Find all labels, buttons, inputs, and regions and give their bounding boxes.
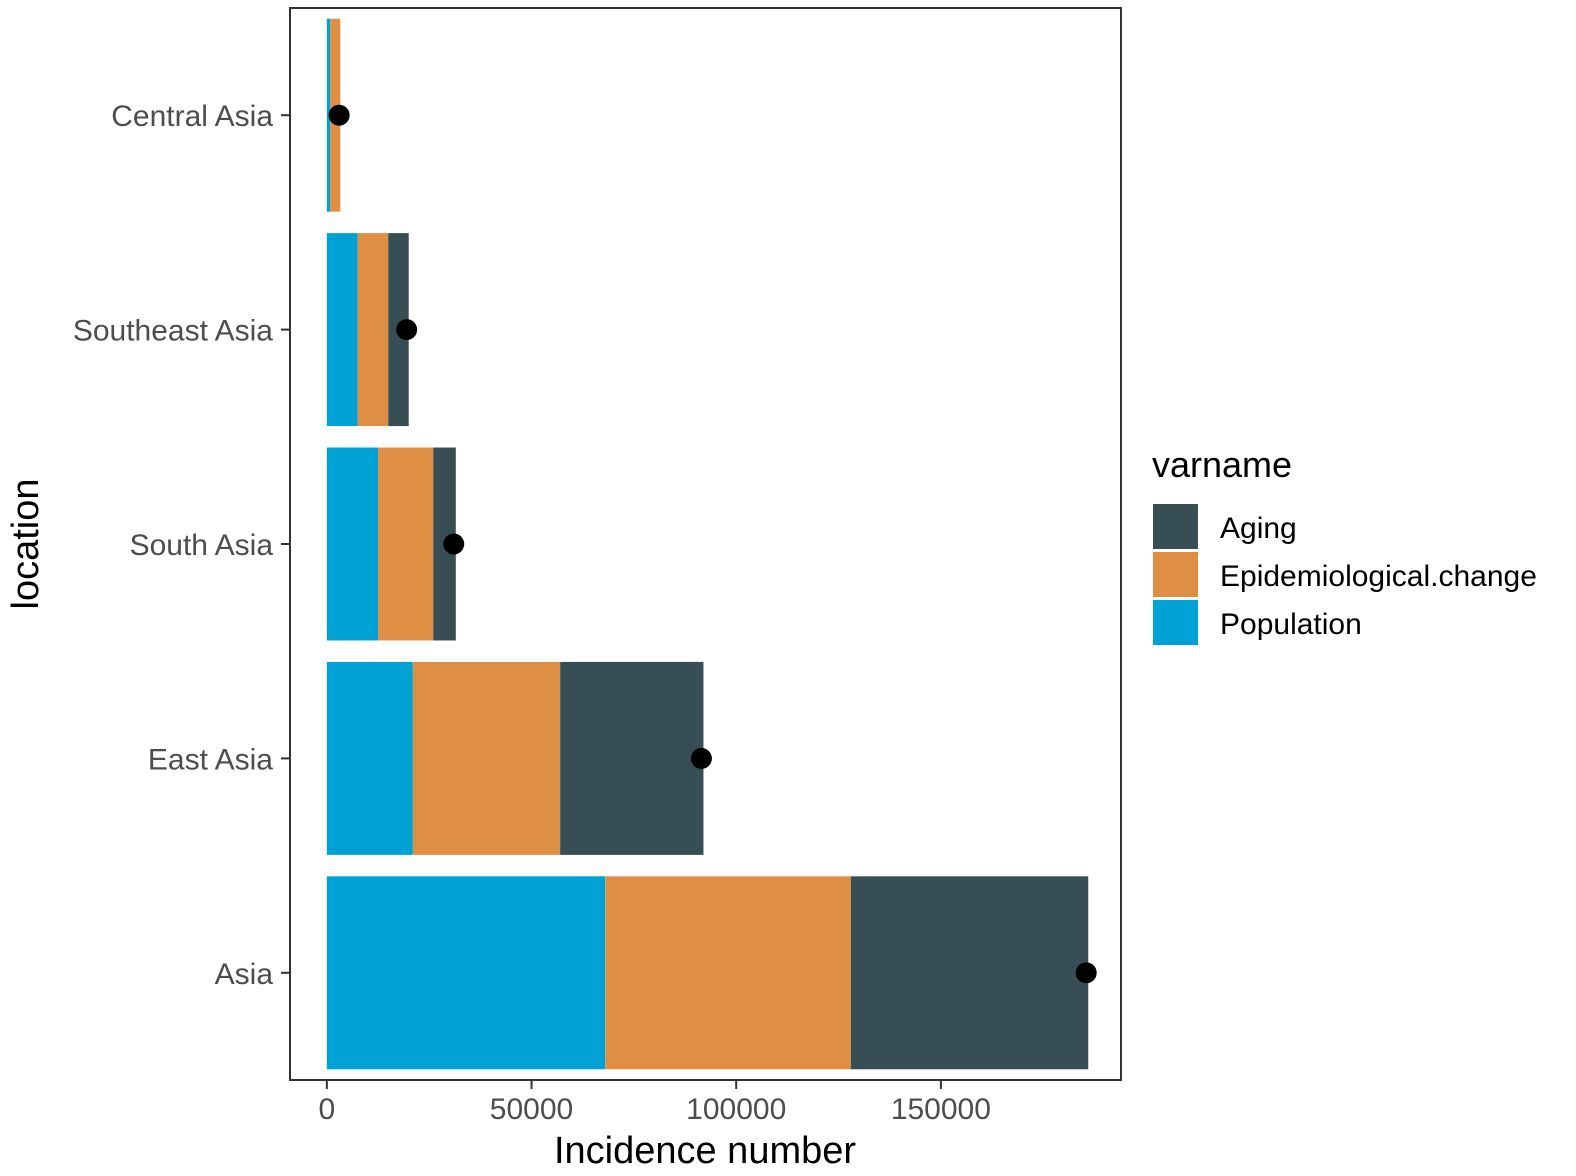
legend-label-epidemiological-change: Epidemiological.change	[1220, 560, 1537, 593]
legend-label-population: Population	[1220, 608, 1362, 641]
legend-key-population	[1153, 600, 1198, 645]
legend-title: varname	[1152, 444, 1292, 485]
x-tick-label: 0	[318, 1093, 335, 1126]
x-axis: 0 50000 100000 150000	[318, 1080, 991, 1126]
net-change-point-east-asia	[690, 747, 712, 769]
legend: varname Aging Epidemiological.change Popul…	[1152, 444, 1537, 645]
x-tick-label: 100000	[686, 1093, 786, 1126]
y-axis: Central Asia Southeast Asia South Asia East…	[73, 100, 290, 991]
legend-key-epidemiological-change	[1153, 552, 1198, 597]
x-tick-label: 150000	[891, 1093, 991, 1126]
bar-aging-east-asia	[560, 661, 704, 855]
net-change-point-asia	[1075, 962, 1097, 984]
y-tick-label: Asia	[215, 958, 274, 991]
bar-aging-asia	[850, 876, 1089, 1070]
y-axis-title: location	[5, 479, 47, 610]
y-tick-label: Southeast Asia	[73, 315, 273, 348]
bar-population-asia	[326, 876, 606, 1070]
bar-epidemiological-change-east-asia	[412, 661, 561, 855]
bar-population-southeast-asia	[326, 233, 358, 427]
net-change-point-central-asia	[328, 104, 350, 126]
bar-population-south-asia	[326, 447, 379, 641]
x-tick-label: 50000	[490, 1093, 573, 1126]
bar-epidemiological-change-asia	[605, 876, 851, 1070]
legend-key-aging	[1153, 504, 1198, 549]
net-change-point-southeast-asia	[396, 319, 418, 341]
bar-epidemiological-change-southeast-asia	[357, 233, 389, 427]
net-change-point-south-asia	[443, 533, 465, 555]
x-axis-title: Incidence number	[554, 1130, 856, 1172]
legend-label-aging: Aging	[1220, 512, 1297, 545]
net-change-points-layer	[328, 104, 1097, 984]
y-tick-label: Central Asia	[111, 100, 273, 133]
bar-population-east-asia	[326, 661, 413, 855]
bar-population-central-asia	[326, 18, 331, 212]
bars-layer	[326, 18, 1089, 1070]
y-tick-label: East Asia	[148, 743, 273, 776]
bar-epidemiological-change-south-asia	[378, 447, 434, 641]
y-tick-label: South Asia	[130, 529, 274, 562]
